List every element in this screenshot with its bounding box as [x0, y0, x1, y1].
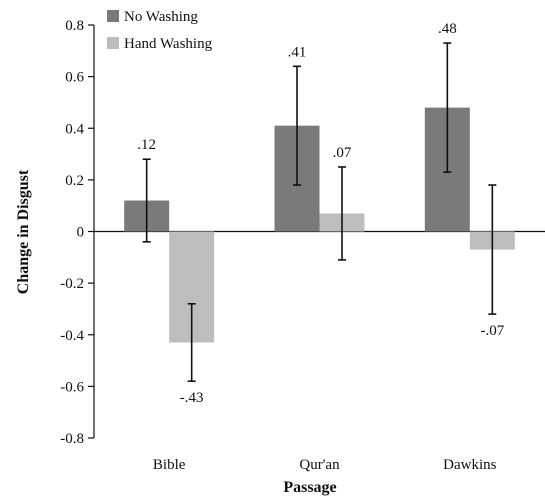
- x-axis-title: Passage: [283, 479, 336, 496]
- bars: [124, 42, 515, 383]
- legend-label: Hand Washing: [124, 36, 213, 52]
- legend: No Washing Hand Washing: [107, 9, 213, 52]
- y-tick-label: -0.8: [60, 431, 84, 447]
- y-tick-label: 0.2: [65, 173, 84, 189]
- x-tick-label: Bible: [153, 457, 186, 473]
- y-tick-label: 0.8: [65, 18, 84, 34]
- labels: Bible .12 -.43 Qur'an .41 .07 Dawkins .48 -.07: [137, 21, 504, 473]
- data-label: -.07: [480, 323, 504, 339]
- y-tick-label: 0: [77, 225, 85, 241]
- legend-swatch: [107, 37, 119, 49]
- y-tick-label: 0.4: [65, 121, 84, 137]
- legend-label: No Washing: [124, 9, 198, 25]
- y-tick-label: -0.2: [60, 276, 84, 292]
- data-label: -.43: [180, 390, 204, 406]
- y-tick-label: -0.6: [60, 379, 84, 395]
- data-label: .41: [288, 44, 307, 60]
- data-label: .12: [137, 137, 156, 153]
- y-axis-title: Change in Disgust: [15, 169, 32, 294]
- legend-swatch: [107, 10, 119, 22]
- data-label: .48: [438, 21, 457, 37]
- data-label: .07: [333, 145, 352, 161]
- y-tick-label: 0.6: [65, 70, 84, 86]
- x-tick-label: Qur'an: [299, 457, 340, 473]
- x-tick-label: Dawkins: [443, 457, 496, 473]
- y-tick-label: -0.4: [60, 328, 84, 344]
